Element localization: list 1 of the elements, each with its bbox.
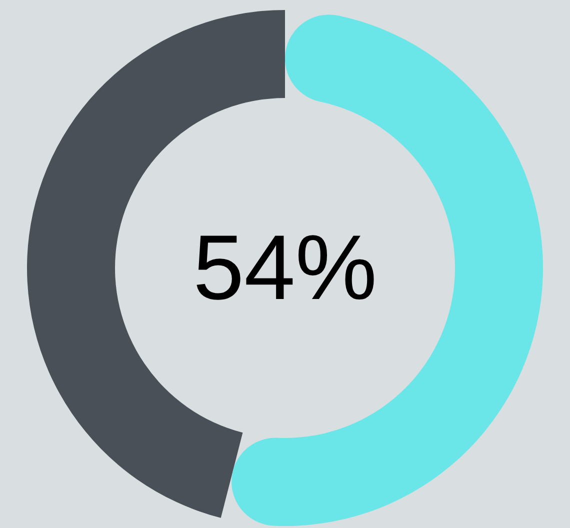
- text: 54%: [192, 217, 378, 319]
